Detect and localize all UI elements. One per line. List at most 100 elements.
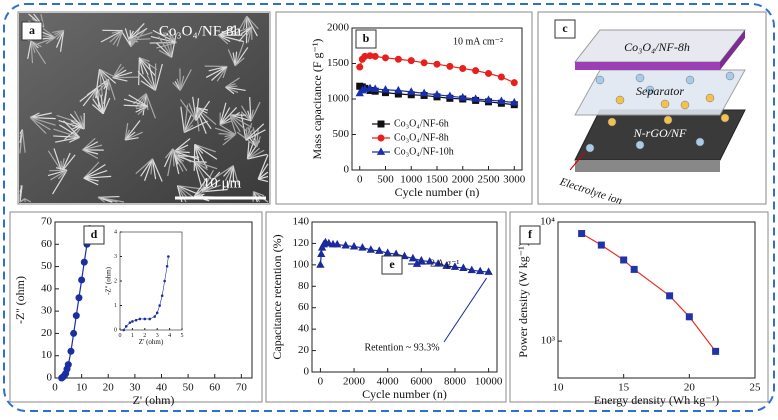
electrode-side [575, 160, 720, 172]
y-tick-label: 120 [293, 237, 310, 249]
x-tick-label: 2000 [343, 375, 366, 387]
ion [706, 94, 714, 102]
x-tick-label: 25 [750, 381, 762, 393]
y-tick-label: 1500 [327, 57, 350, 69]
legend-label: Co₃O₄/NF-8h [394, 132, 449, 143]
y-tick-label: 500 [333, 128, 350, 140]
ion [721, 114, 729, 122]
x-tick-label: 10000 [475, 375, 503, 387]
marker [144, 318, 146, 320]
sem-title: Co₃O₄/NF-8h [159, 23, 242, 39]
x-tick-label: 30 [129, 381, 141, 393]
y-tick-label: 40 [41, 282, 53, 294]
y-tick-label: 4 [114, 229, 117, 235]
x-axis-label: Z' (ohm) [139, 338, 164, 346]
ion [661, 100, 669, 108]
x-tick-label: 40 [156, 381, 168, 393]
legend-label: Co₃O₄/NF-6h [394, 118, 449, 129]
y-tick-label: 140 [293, 216, 310, 228]
y-tick-label: 1000 [327, 93, 350, 105]
y-tick-label: 0 [47, 372, 53, 384]
marker [598, 242, 604, 248]
x-tick-label: 0 [119, 333, 122, 339]
ion [636, 74, 644, 82]
x-tick-label: 6000 [410, 375, 433, 387]
y-tick-label: 2 [114, 278, 117, 284]
plot-frame [120, 232, 182, 330]
y-tick-label: 50 [41, 260, 53, 272]
ion [726, 72, 734, 80]
y-tick-label: 10³ [541, 335, 556, 347]
x-tick-label: 1500 [426, 173, 449, 185]
marker [579, 231, 585, 237]
marker [460, 65, 466, 71]
x-tick-label: 50 [183, 381, 195, 393]
marker [434, 61, 440, 67]
ion [636, 141, 644, 149]
legend-label: 2 A g⁻¹ [430, 258, 459, 269]
x-tick-label: 3000 [503, 173, 526, 185]
x-tick-label: 20 [103, 381, 115, 393]
marker [159, 305, 161, 307]
marker [378, 121, 384, 127]
marker [68, 348, 74, 354]
x-tick-label: 8000 [444, 375, 467, 387]
marker [713, 348, 719, 354]
y-tick-label: 10⁴ [540, 216, 555, 228]
y-tick-label: 40 [298, 323, 310, 335]
marker [631, 266, 637, 272]
annotation: Retention ~ 93.3% [364, 342, 439, 353]
y-tick-label: 0 [114, 327, 117, 333]
panel-label: a [29, 23, 35, 37]
sem-flake [98, 197, 119, 198]
x-tick-label: 0 [357, 173, 363, 185]
marker [125, 326, 127, 328]
annotation: 10 mA cm⁻² [453, 36, 503, 47]
x-tick-label: 60 [209, 381, 221, 393]
legend-label: Co₃O₄/NF-10h [394, 146, 454, 157]
y-tick-label: 60 [298, 301, 310, 313]
y-tick-label: 3 [114, 254, 117, 260]
x-tick-label: 2500 [478, 173, 501, 185]
top-layer-side [575, 62, 720, 70]
y-tick-label: 80 [298, 280, 310, 292]
x-axis-label: Cycle number (n) [395, 185, 480, 199]
panel-label: e [389, 257, 395, 271]
y-axis-label: Capacitance retention (%) [270, 234, 284, 359]
marker [76, 295, 82, 301]
y-tick-label: 10 [41, 349, 53, 361]
y-tick-label: 0 [344, 164, 350, 176]
callout-label: Electrolyte ion [557, 176, 624, 208]
marker [129, 322, 131, 324]
x-tick-label: 1 [131, 333, 134, 339]
y-tick-label: 1 [114, 303, 117, 309]
x-tick-label: 70 [236, 381, 248, 393]
y-tick-label: 0 [304, 366, 310, 378]
y-tick-label: 100 [293, 258, 310, 270]
ion [608, 118, 616, 126]
x-tick-label: 0 [318, 375, 324, 387]
x-tick-label: 4000 [377, 375, 400, 387]
marker [667, 293, 673, 299]
y-tick-label: 60 [41, 238, 53, 250]
panel-label: c [562, 21, 568, 35]
y-axis-label: Mass capacitance (F g⁻¹) [310, 39, 324, 160]
sem-flake [113, 77, 139, 78]
x-tick-label: 10 [76, 381, 88, 393]
marker [686, 314, 692, 320]
x-axis-label: Z' (ohm) [133, 393, 175, 407]
x-tick-label: 15 [618, 381, 630, 393]
marker [498, 74, 504, 80]
marker [378, 135, 384, 141]
marker [79, 277, 85, 283]
marker [161, 295, 163, 297]
marker [447, 63, 453, 69]
ion [686, 76, 694, 84]
y-tick-label: 20 [298, 344, 310, 356]
ion [664, 116, 672, 124]
y-axis-label: Power density (W kg⁻¹) [516, 242, 530, 357]
plot-frame [558, 222, 755, 378]
x-tick-label: 1000 [400, 173, 423, 185]
ion [586, 144, 594, 152]
